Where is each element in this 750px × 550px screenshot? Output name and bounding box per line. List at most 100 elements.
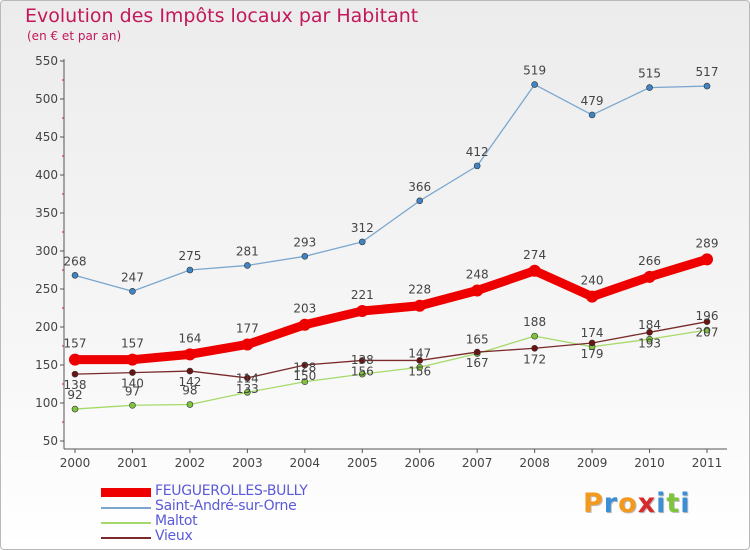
data-label: 128 (293, 361, 316, 375)
data-label: 165 (466, 333, 489, 347)
data-label: 188 (523, 315, 546, 329)
data-label: 164 (178, 331, 201, 345)
data-label: 147 (408, 346, 431, 360)
data-label: 289 (696, 236, 719, 250)
legend-label: Maltot (155, 513, 198, 529)
data-label: 92 (67, 388, 82, 402)
x-tick-label: 2001 (117, 456, 148, 470)
data-label: 138 (64, 378, 87, 392)
data-point (244, 389, 251, 396)
data-label: 203 (293, 302, 316, 316)
data-label: 274 (523, 248, 546, 262)
y-tick-label: 50 (43, 434, 58, 448)
data-point (646, 84, 653, 91)
legend-label: Vieux (155, 528, 193, 544)
data-label: 479 (581, 94, 604, 108)
data-point (186, 401, 194, 408)
data-point (531, 344, 538, 352)
y-tick-label: 550 (35, 54, 58, 68)
chart-subtitle: (en € et par an) (27, 29, 122, 43)
x-tick-label: 2010 (634, 456, 665, 470)
data-label: 156 (351, 364, 374, 378)
data-point (183, 348, 196, 361)
data-label: 156 (408, 364, 431, 378)
data-label: 293 (293, 235, 316, 249)
data-label: 221 (351, 288, 374, 302)
data-point (703, 326, 711, 334)
data-point (71, 405, 79, 413)
data-point (416, 363, 424, 371)
data-point (244, 262, 251, 269)
data-label: 366 (408, 180, 431, 194)
data-point (301, 361, 309, 369)
data-label: 167 (466, 356, 489, 370)
data-point (71, 272, 79, 279)
data-point (703, 318, 711, 325)
data-label: 184 (638, 318, 661, 332)
data-label: 240 (581, 274, 604, 288)
data-label: 157 (121, 337, 144, 351)
data-point (588, 339, 596, 347)
data-label: 275 (178, 249, 201, 263)
data-label: 207 (696, 326, 719, 340)
data-label: 97 (125, 384, 140, 398)
data-point (69, 353, 81, 366)
data-point (358, 370, 366, 378)
data-label: 179 (581, 347, 604, 361)
y-tick-label: 100 (35, 396, 58, 410)
data-label: 133 (236, 382, 259, 396)
legend-swatch (101, 507, 151, 509)
data-label: 140 (121, 377, 144, 391)
data-label: 193 (638, 336, 661, 350)
data-point (301, 378, 309, 386)
x-tick-label: 2008 (519, 456, 550, 470)
data-point (186, 367, 194, 375)
data-point (71, 370, 79, 378)
proxiti-logo: Proxiti (583, 488, 691, 519)
data-point (356, 305, 369, 318)
data-point (413, 299, 426, 312)
data-point (129, 401, 136, 409)
data-label: 98 (182, 384, 197, 398)
data-label: 157 (64, 337, 87, 351)
data-label: 248 (466, 268, 489, 282)
data-label: 515 (638, 67, 661, 81)
data-label: 142 (178, 375, 201, 389)
data-point (129, 369, 136, 376)
data-point (473, 348, 481, 356)
data-point (416, 197, 424, 205)
data-label: 519 (523, 64, 546, 78)
data-point (358, 357, 366, 364)
data-label: 172 (523, 352, 546, 366)
x-tick-label: 2003 (232, 456, 263, 470)
data-point (241, 338, 254, 351)
legend-swatch (101, 488, 151, 497)
data-label: 177 (236, 321, 259, 335)
series-line (70, 254, 712, 365)
y-tick-label: 400 (35, 168, 58, 182)
data-label: 412 (466, 145, 489, 159)
x-tick-label: 2009 (577, 456, 608, 470)
data-point (531, 81, 538, 88)
data-label: 247 (121, 270, 144, 284)
x-tick-label: 2006 (404, 456, 435, 470)
data-point (126, 353, 139, 366)
y-tick-label: 200 (35, 320, 58, 334)
legend-swatch (101, 537, 151, 539)
data-point (643, 270, 656, 283)
legend-label: Saint-André-sur-Orne (155, 498, 297, 514)
data-point (298, 318, 311, 331)
data-point (528, 264, 541, 277)
data-point (186, 266, 194, 274)
x-tick-label: 2004 (290, 456, 321, 470)
data-point (586, 290, 599, 303)
data-label: 228 (408, 283, 431, 297)
y-tick-label: 250 (35, 282, 58, 296)
data-label: 150 (293, 369, 316, 383)
data-label: 114 (236, 371, 259, 385)
x-tick-label: 2000 (60, 456, 91, 470)
data-point (701, 253, 713, 266)
series-line (74, 83, 708, 292)
